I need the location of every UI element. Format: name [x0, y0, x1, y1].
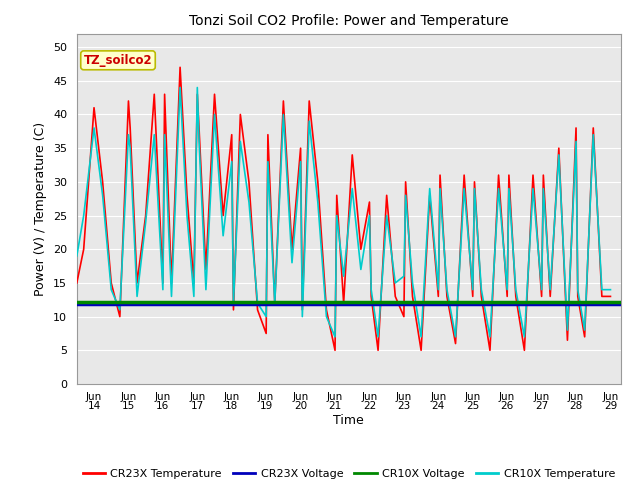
Legend: CR23X Temperature, CR23X Voltage, CR10X Voltage, CR10X Temperature: CR23X Temperature, CR23X Voltage, CR10X …	[78, 465, 620, 480]
Title: Tonzi Soil CO2 Profile: Power and Temperature: Tonzi Soil CO2 Profile: Power and Temper…	[189, 14, 509, 28]
Text: TZ_soilco2: TZ_soilco2	[84, 54, 152, 67]
Y-axis label: Power (V) / Temperature (C): Power (V) / Temperature (C)	[35, 122, 47, 296]
X-axis label: Time: Time	[333, 414, 364, 427]
